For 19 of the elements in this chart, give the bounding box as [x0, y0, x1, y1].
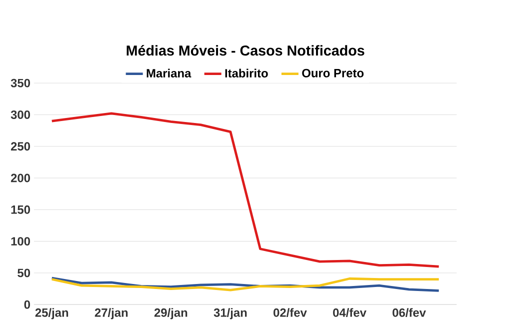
- legend-label: Mariana: [146, 68, 192, 78]
- x-tick-label: 04/fev: [333, 308, 366, 317]
- y-tick-label: 350: [10, 78, 30, 88]
- x-tick-label: 06/fev: [392, 308, 426, 317]
- chart-title: Médias Móveis - Casos Notificados: [126, 44, 364, 56]
- x-tick-label: 31/jan: [214, 308, 247, 320]
- y-tick-label: 150: [11, 205, 30, 214]
- x-tick-label: 29/jan: [154, 308, 188, 320]
- legend-label: Ouro Preto: [302, 68, 364, 78]
- y-tick-label: 0: [24, 300, 30, 309]
- legend-label: Itabirito: [225, 68, 268, 78]
- y-tick-label: 200: [10, 174, 30, 182]
- x-tick-label: 27/jan: [94, 308, 128, 320]
- x-tick-label: 25/jan: [35, 308, 68, 320]
- y-tick-label: 100: [11, 237, 30, 246]
- y-tick-label: 50: [18, 268, 30, 278]
- x-tick-label: 02/fev: [274, 308, 307, 317]
- y-tick-label: 250: [10, 142, 30, 151]
- y-tick-label: 300: [10, 110, 30, 119]
